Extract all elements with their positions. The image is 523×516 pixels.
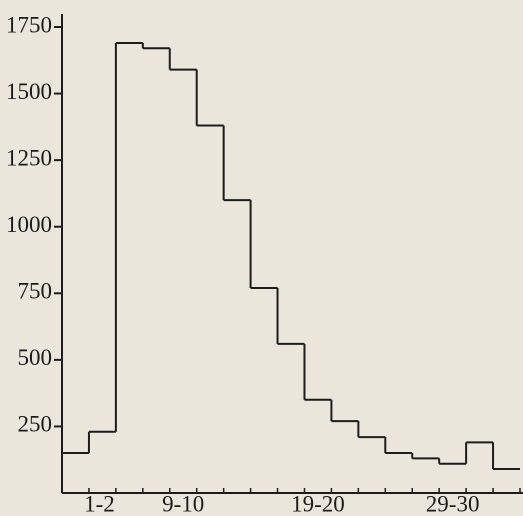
x-tick-label: 29-30 xyxy=(426,491,480,516)
x-tick-label: 9-10 xyxy=(162,491,204,516)
x-tick-label: 19-20 xyxy=(291,491,345,516)
y-tick-label: 1250 xyxy=(6,145,52,170)
y-tick-label: 250 xyxy=(18,412,53,437)
y-tick-label: 1750 xyxy=(6,12,52,37)
x-tick-label: 1-2 xyxy=(84,491,115,516)
y-tick-label: 1500 xyxy=(6,79,52,104)
y-tick-label: 500 xyxy=(18,345,53,370)
y-tick-label: 750 xyxy=(18,279,53,304)
y-tick-label: 1000 xyxy=(6,212,52,237)
